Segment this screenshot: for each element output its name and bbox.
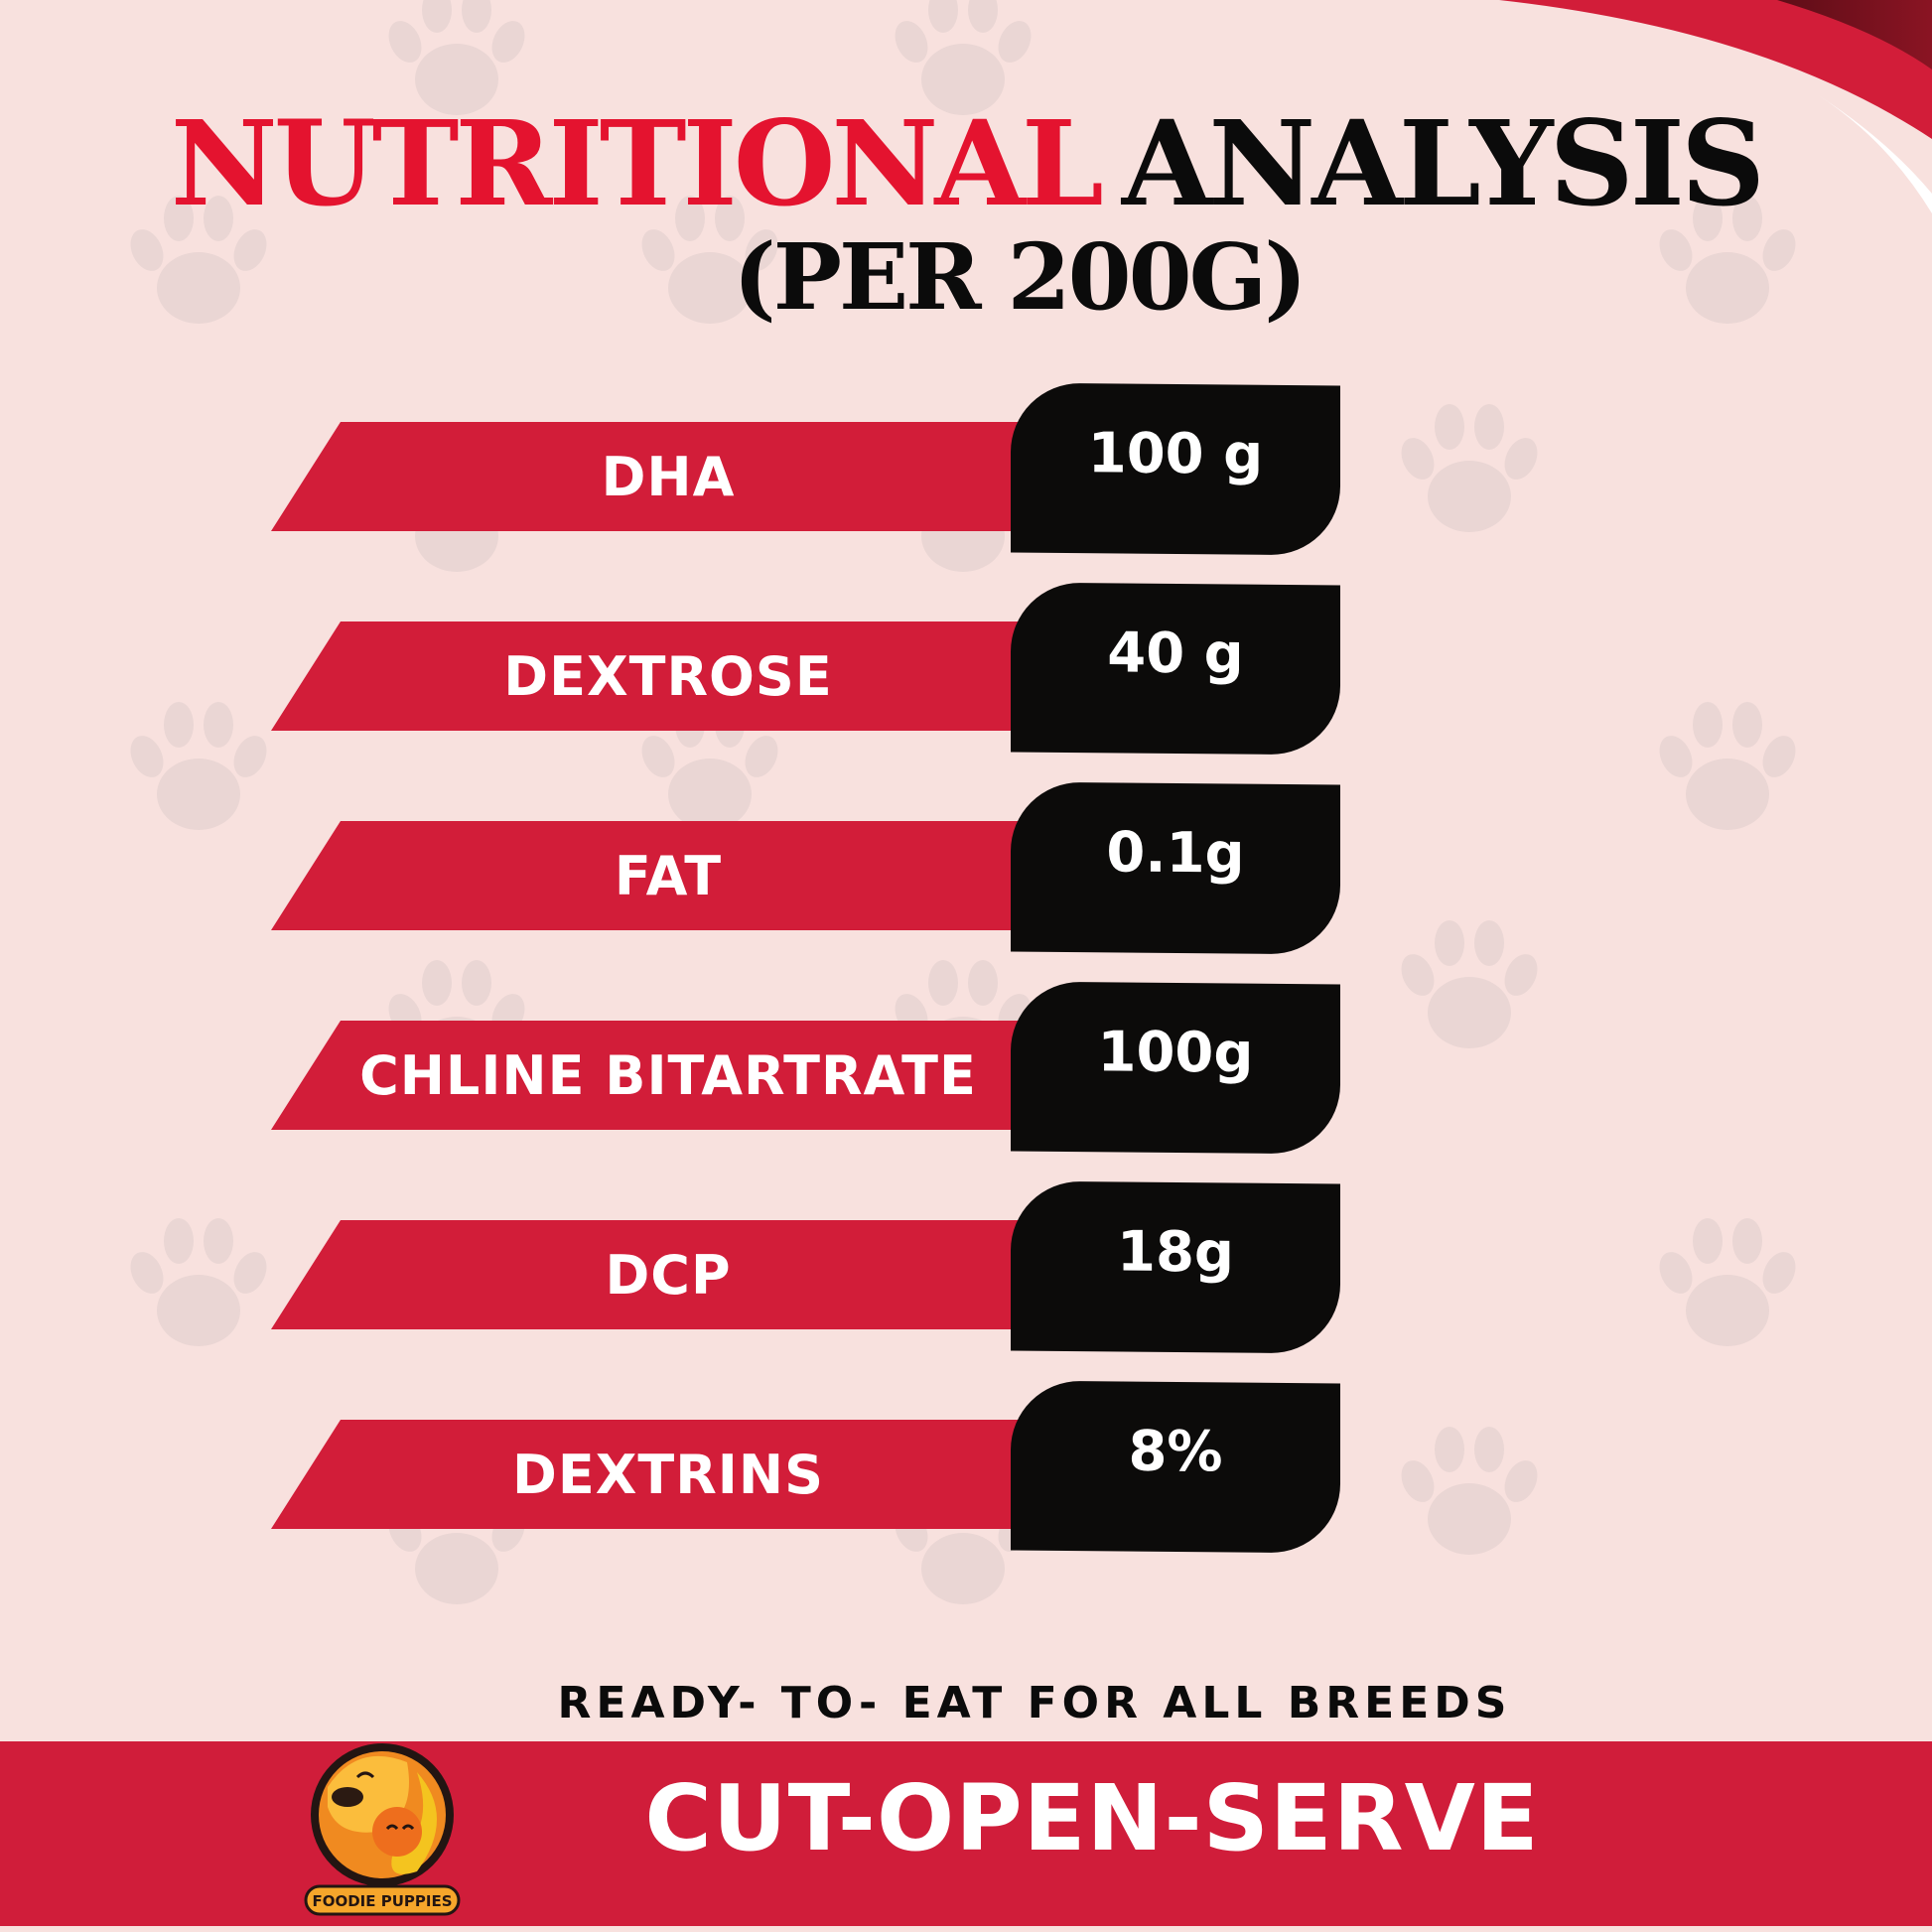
nutrient-label: FAT — [614, 844, 723, 907]
paw-icon — [124, 1218, 273, 1346]
nutrient-value: 0.1g — [1106, 820, 1245, 887]
brand-text: FOODIE PUPPIES — [312, 1892, 452, 1910]
paw-icon — [1395, 404, 1544, 532]
nutrient-label: DEXTRINS — [512, 1443, 824, 1506]
nutrient-label: DEXTROSE — [503, 644, 833, 708]
nutrient-row: DEXTROSE 40 g — [271, 582, 1343, 758]
nutrient-label-band: FAT — [271, 821, 1026, 930]
nutrient-value-box: 40 g — [1011, 582, 1340, 756]
nutrient-value-box: 18g — [1011, 1180, 1340, 1354]
nutrient-label-band: DHA — [271, 422, 1026, 531]
nutrient-row: DEXTRINS 8% — [271, 1380, 1343, 1556]
nutrient-label-band: DEXTRINS — [271, 1420, 1026, 1529]
nutrient-value: 40 g — [1107, 621, 1244, 687]
nutrient-label-band: DEXTROSE — [271, 621, 1026, 731]
nutrient-label-band: CHLINE BITARTRATE — [271, 1021, 1026, 1130]
nutrient-row: DCP 18g — [271, 1180, 1343, 1356]
nutrient-value: 18g — [1116, 1219, 1234, 1286]
paw-icon — [1653, 702, 1802, 830]
corner-swoosh-decoration — [1499, 0, 1932, 213]
nutrient-row: DHA 100 g — [271, 382, 1343, 558]
nutrient-value-box: 0.1g — [1011, 781, 1340, 955]
page-title: NUTRITIONAL ANALYSIS — [0, 94, 1932, 232]
nutrient-value-box: 8% — [1011, 1380, 1340, 1554]
nutrient-value: 8% — [1128, 1419, 1223, 1485]
nutrient-label: DHA — [601, 445, 736, 508]
paw-icon — [124, 702, 273, 830]
nutrient-row: FAT 0.1g — [271, 781, 1343, 957]
nutrient-value-box: 100g — [1011, 981, 1340, 1155]
foodie-puppies-logo: FOODIE PUPPIES — [304, 1743, 461, 1916]
tagline: READY- TO- EAT FOR ALL BREEDS — [557, 1678, 1512, 1728]
nutrient-label: CHLINE BITARTRATE — [359, 1043, 977, 1107]
nutrient-label-band: DCP — [271, 1220, 1026, 1329]
paw-icon — [1395, 1427, 1544, 1555]
nutrient-label: DCP — [605, 1243, 732, 1307]
page-subtitle: (PER 200G) — [733, 223, 1307, 331]
title-black: ANALYSIS — [1121, 94, 1765, 232]
nutrient-value-box: 100 g — [1011, 382, 1340, 556]
nutrient-value: 100 g — [1087, 421, 1264, 487]
nutrient-row: CHLINE BITARTRATE 100g — [271, 981, 1343, 1157]
nutrient-value: 100g — [1097, 1020, 1254, 1086]
paw-icon — [1395, 920, 1544, 1048]
paw-icon — [1653, 1218, 1802, 1346]
title-red: NUTRITIONAL — [170, 94, 1104, 232]
slogan: CUT-OPEN-SERVE — [644, 1765, 1540, 1871]
